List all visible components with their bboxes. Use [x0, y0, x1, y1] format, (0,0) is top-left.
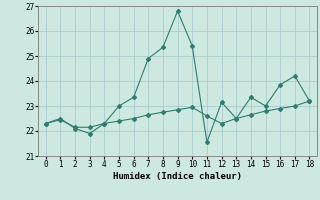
X-axis label: Humidex (Indice chaleur): Humidex (Indice chaleur) [113, 172, 242, 181]
